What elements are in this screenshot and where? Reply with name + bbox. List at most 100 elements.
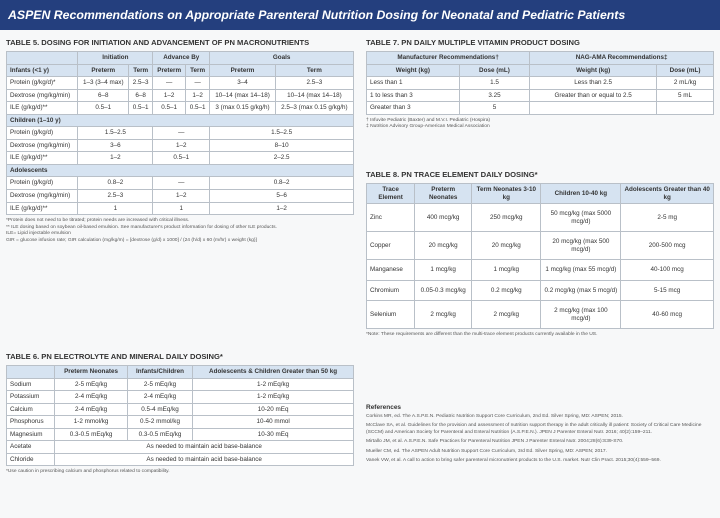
- table-cell: 10-30 mEq: [192, 427, 354, 442]
- table-cell: 3–6: [77, 138, 154, 153]
- footnote: *Note: These requirements are different …: [366, 332, 598, 338]
- group-header: Initiation: [77, 51, 154, 65]
- header-row: Weight (kg) Dose (mL) Weight (kg) Dose (mL): [366, 63, 714, 78]
- table-title: TABLE 6. PN ELECTROLYTE AND MINERAL DAIL…: [6, 352, 223, 361]
- table-cell: 0.5–1: [185, 101, 211, 115]
- table-body: Manufacturer Recommendations† NAG-AMA Rec…: [365, 51, 714, 115]
- row-label: Chromium: [365, 279, 416, 302]
- table-cell: 20 mcg/kg: [471, 231, 542, 261]
- group-header: Goals: [209, 51, 354, 65]
- table-cell: 10-40 mmol: [192, 415, 354, 429]
- row-label: Greater than 3: [366, 101, 460, 115]
- reference: Mirtallo JM, et al. A.S.P.E.N. Safe Prac…: [366, 439, 624, 445]
- table-cell: 1.5: [458, 76, 531, 90]
- table6-section: TABLE 6. PN ELECTROLYTE AND MINERAL DAIL…: [5, 352, 354, 476]
- column-header: [5, 365, 56, 379]
- table-cell: 1: [77, 201, 154, 216]
- table-row: Protein (g/kg/d) 0.8–2—0.8–2: [5, 176, 354, 190]
- table-cell: 0.3-0.5 mEq/kg: [54, 427, 128, 442]
- data-table: Initiation Advance By Goals Infants (<1 y) P…: [5, 51, 355, 216]
- table-body: Preterm Neonates Infants/Children Adolesce…: [5, 365, 354, 467]
- table-row: Zinc 400 mcg/kg 250 mcg/kg 50 mcg/kg (max 5…: [365, 203, 714, 233]
- table-cell: 1 mcg/kg (max 55 mcg/d): [540, 259, 622, 281]
- column-header: Dose (mL): [656, 63, 714, 78]
- table-cell: —: [152, 76, 187, 90]
- table-cell: 0.5–1: [152, 151, 211, 165]
- table-row: Protein (g/kg/d) 1.5–2.5—1.5–2.5: [5, 126, 354, 140]
- table-cell: 2.5–3: [128, 76, 154, 90]
- table-cell: 2 mL/kg: [656, 76, 714, 90]
- row-label: Dextrose (mg/kg/min): [5, 138, 79, 153]
- row-label: 1 to less than 3: [366, 88, 460, 103]
- table-body: Initiation Advance By Goals Infants (<1 y) P…: [5, 51, 355, 216]
- table-cell: 2-5 mEq/kg: [126, 377, 194, 392]
- header-row: Preterm Neonates Infants/Children Adolesce…: [5, 365, 354, 379]
- table-cell: 5-15 mcg: [620, 279, 714, 302]
- table-cell: 3.25: [458, 88, 531, 103]
- table-cell: 2-4 mEq/kg: [126, 390, 194, 404]
- table-cell: 3–4: [209, 76, 276, 90]
- row-label: Dextrose (mg/kg/min): [5, 88, 79, 103]
- table-row: Phosphorus 1-2 mmol/kg 0.5-2 mmol/kg 10-40 …: [5, 415, 354, 429]
- row-label: Calcium: [5, 402, 56, 417]
- sub-header: Preterm: [209, 63, 276, 78]
- table-cell: 1 mcg/kg: [471, 259, 542, 281]
- table-cell: 0.8–2: [77, 176, 154, 190]
- row-label: Dextrose (mg/kg/min): [5, 189, 79, 203]
- column-header: Children 10-40 kg: [540, 182, 622, 205]
- row-label: Selenium: [365, 300, 416, 330]
- header-row: Infants (<1 y) Preterm Term Preterm Term Pret…: [5, 63, 355, 78]
- column-header: Infants/Children: [126, 365, 194, 379]
- table-cell: 200-500 mcg: [620, 231, 714, 261]
- table-cell: 6–8: [128, 88, 154, 103]
- table-cell: 1–3 (3–4 max): [77, 76, 130, 90]
- row-label: Potassium: [5, 390, 56, 404]
- table-row: Chromium 0.05-0.3 mcg/kg 0.2 mcg/kg 0.2 mcg…: [365, 279, 714, 302]
- table-cell: 0.5-4 mEq/kg: [126, 402, 194, 417]
- table-cell: 8–10: [209, 138, 354, 153]
- section-row: Adolescents: [6, 163, 354, 178]
- table-row: ILE (g/kg/d)** 1–2 0.5–1 2–2.5: [5, 151, 354, 165]
- group-heading: Children (1–10 y): [6, 113, 354, 128]
- table-body: Trace Element Preterm Neonates Term Neonat…: [365, 182, 714, 330]
- table-cell: 1.5–2.5: [77, 126, 154, 140]
- group-header: Advance By: [152, 51, 211, 65]
- section-row: Children (1–10 y): [6, 113, 354, 128]
- footnote: ILE= Lipid injectable emulsion: [6, 231, 71, 237]
- table-row: Dextrose (mg/kg/min) 2.5–3 1–2 5–6: [5, 189, 354, 203]
- table-cell: 1-2 mEq/kg: [192, 390, 354, 404]
- table-row: Copper 20 mcg/kg 20 mcg/kg 20 mcg/kg (max 5…: [365, 231, 714, 261]
- table-row: Dextrose (mg/kg/min) 3–6 1–2 8–10: [5, 138, 354, 153]
- column-header: Adolescents & Children Greater than 50 k…: [192, 365, 354, 379]
- row-label: Sodium: [5, 377, 56, 392]
- reference: Vanek VW, et al. A call to action to bri…: [366, 457, 661, 463]
- column-header: Preterm Neonates: [414, 182, 473, 205]
- table-cell: [529, 101, 658, 115]
- table-cell: 0.3-0.5 mEq/kg: [126, 427, 194, 442]
- table-cell: 1–2: [152, 138, 211, 153]
- table-cell: 0.5–1: [77, 101, 130, 115]
- table-cell: Greater than or equal to 2.5: [529, 88, 658, 103]
- row-label: Phosphorus: [5, 415, 56, 429]
- table-cell: 2.5–3: [274, 76, 355, 90]
- table-cell: 2-4 mEq/kg: [54, 402, 128, 417]
- footnotes: † Infuvite Pediatric (Baxter) and M.V.I.…: [366, 118, 714, 131]
- footnotes: *Protein does not need to be titrated; p…: [6, 218, 354, 244]
- table-cell: 2.5–3 (max 0.15 g/kg/h): [274, 101, 355, 115]
- sub-header: Preterm: [77, 63, 130, 78]
- table-row: Selenium 2 mcg/kg 2 mcg/kg 2 mcg/kg (max 10…: [365, 300, 714, 330]
- data-table: Preterm Neonates Infants/Children Adolesce…: [5, 365, 354, 467]
- table-cell: 1–2: [185, 88, 211, 103]
- table-cell: 20 mcg/kg (max 500 mcg/d): [540, 231, 622, 261]
- group-header: NAG-AMA Recommendations‡: [529, 51, 714, 65]
- table-cell: 0.5–1: [128, 101, 154, 115]
- row-label: ILE (g/kg/d)**: [5, 101, 79, 115]
- table8-section: TABLE 8. PN TRACE ELEMENT DAILY DOSING* T…: [365, 170, 714, 339]
- row-label: Less than 1: [366, 76, 460, 90]
- column-header: Adolescents Greater than 40 kg: [620, 182, 714, 205]
- row-label: ILE (g/kg/d)**: [5, 201, 79, 216]
- row-label: Chloride: [5, 452, 56, 467]
- footnotes: *Use caution in prescribing calcium and …: [6, 469, 354, 476]
- table-cell: 1–2: [209, 201, 354, 216]
